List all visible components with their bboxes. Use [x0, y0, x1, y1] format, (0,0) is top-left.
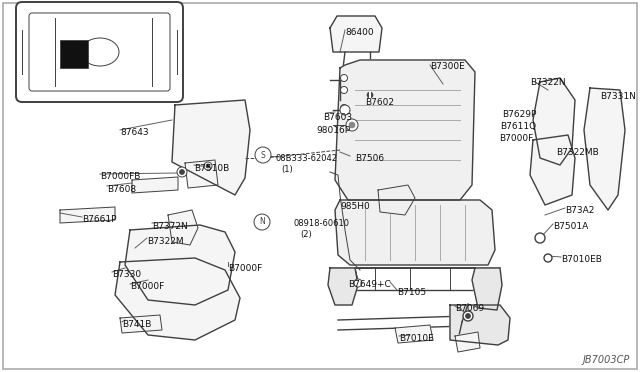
Text: B7330: B7330: [112, 270, 141, 279]
Text: B7501A: B7501A: [553, 222, 588, 231]
Polygon shape: [168, 210, 198, 245]
Text: B7069: B7069: [455, 304, 484, 313]
Text: B741B: B741B: [122, 320, 152, 329]
Text: N: N: [259, 218, 265, 227]
Polygon shape: [185, 160, 218, 188]
Circle shape: [354, 279, 362, 287]
Polygon shape: [60, 207, 115, 223]
Text: B7000F: B7000F: [130, 282, 164, 291]
Polygon shape: [395, 325, 433, 343]
Text: B7331N: B7331N: [600, 92, 636, 101]
Polygon shape: [330, 16, 382, 52]
Polygon shape: [132, 177, 178, 193]
Circle shape: [254, 214, 270, 230]
Circle shape: [340, 105, 350, 115]
Polygon shape: [378, 185, 415, 215]
Polygon shape: [455, 332, 480, 352]
Text: B73A2: B73A2: [565, 206, 595, 215]
Text: B7000F: B7000F: [499, 134, 533, 143]
Text: 98016P: 98016P: [316, 126, 350, 135]
Text: 985H0: 985H0: [340, 202, 370, 211]
Bar: [60, 40, 88, 68]
Polygon shape: [450, 305, 510, 345]
Circle shape: [179, 170, 184, 174]
Text: B7300E: B7300E: [430, 62, 465, 71]
Text: B7010EB: B7010EB: [561, 255, 602, 264]
Circle shape: [349, 122, 355, 128]
Text: B7602: B7602: [365, 98, 394, 107]
Text: 86400: 86400: [345, 28, 374, 37]
Circle shape: [465, 314, 470, 318]
Text: B7611Q: B7611Q: [500, 122, 536, 131]
Polygon shape: [335, 200, 495, 265]
Text: B7372N: B7372N: [152, 222, 188, 231]
Polygon shape: [472, 268, 502, 310]
Text: B7608: B7608: [107, 185, 136, 194]
Polygon shape: [172, 100, 250, 195]
Circle shape: [177, 167, 187, 177]
Circle shape: [340, 105, 348, 112]
Circle shape: [206, 164, 210, 168]
Circle shape: [255, 147, 271, 163]
Circle shape: [535, 233, 545, 243]
Text: 08B333-62042: 08B333-62042: [275, 154, 337, 163]
Text: B7510B: B7510B: [194, 164, 229, 173]
Text: B7010E: B7010E: [399, 334, 434, 343]
Text: 08918-60610: 08918-60610: [293, 219, 349, 228]
Text: (2): (2): [300, 230, 312, 239]
Text: B7105: B7105: [397, 288, 426, 297]
Text: B7661P: B7661P: [82, 215, 116, 224]
Circle shape: [204, 162, 212, 170]
Text: B7629P: B7629P: [502, 110, 536, 119]
Text: B7322N: B7322N: [530, 78, 566, 87]
Text: B7000FB: B7000FB: [100, 172, 140, 181]
Polygon shape: [115, 258, 240, 340]
Polygon shape: [120, 315, 162, 333]
Text: B7322M: B7322M: [147, 237, 184, 246]
Text: JB7003CP: JB7003CP: [583, 355, 630, 365]
Text: B7603: B7603: [323, 113, 352, 122]
Text: S: S: [260, 151, 266, 160]
Polygon shape: [530, 135, 575, 205]
Polygon shape: [125, 225, 235, 305]
Polygon shape: [335, 60, 475, 200]
Text: 87643: 87643: [120, 128, 148, 137]
Circle shape: [367, 92, 373, 98]
Circle shape: [340, 87, 348, 93]
Text: B7322MB: B7322MB: [556, 148, 599, 157]
Circle shape: [340, 74, 348, 81]
Polygon shape: [584, 88, 625, 210]
Text: (1): (1): [281, 165, 292, 174]
Circle shape: [346, 119, 358, 131]
Circle shape: [544, 254, 552, 262]
Text: B7506: B7506: [355, 154, 384, 163]
Circle shape: [463, 311, 473, 321]
FancyBboxPatch shape: [16, 2, 183, 102]
Polygon shape: [328, 268, 358, 305]
Text: B7649+C: B7649+C: [348, 280, 391, 289]
Text: B7000F: B7000F: [228, 264, 262, 273]
Polygon shape: [533, 78, 575, 165]
